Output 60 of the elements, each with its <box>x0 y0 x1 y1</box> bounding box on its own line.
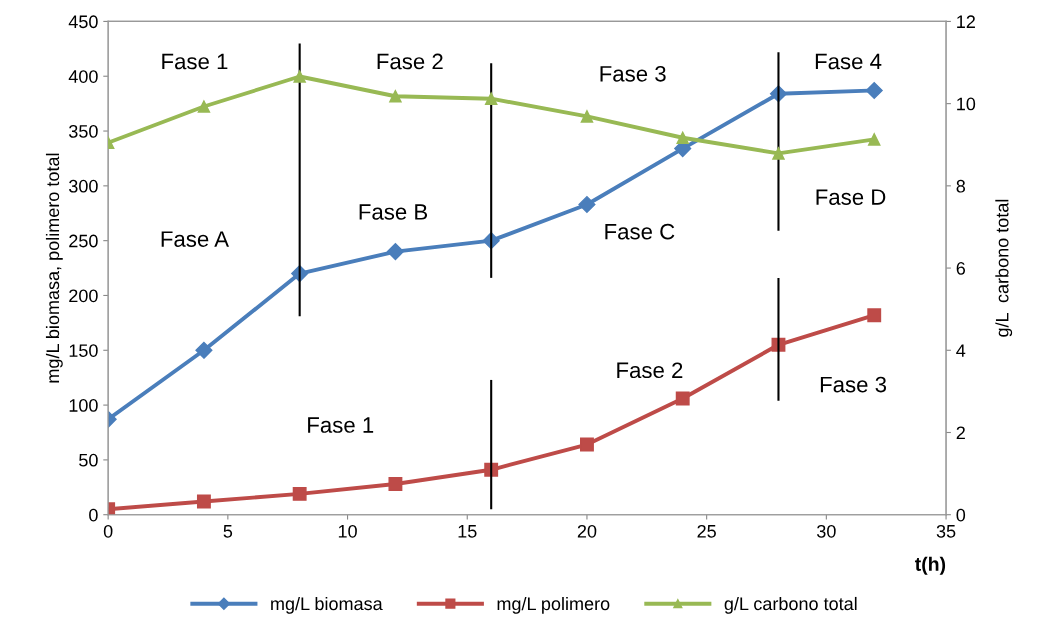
legend-label: mg/L biomasa <box>271 596 383 614</box>
point <box>676 131 689 145</box>
point <box>865 81 883 100</box>
point <box>580 437 594 452</box>
y2-tick-label: 8 <box>956 179 966 193</box>
x-tick-label: 15 <box>458 525 477 538</box>
point <box>578 195 596 214</box>
y-tick-label: 350 <box>68 124 98 138</box>
x-tick-label: 20 <box>577 524 597 538</box>
x-tick-label: 25 <box>697 524 716 538</box>
y-tick-label: 50 <box>79 453 98 467</box>
point <box>867 308 882 323</box>
y2-tick-label: 6 <box>956 262 966 275</box>
y-tick-label: 250 <box>69 234 98 248</box>
y2-axis-title: g/L carbono total <box>995 199 1013 337</box>
point <box>386 243 404 261</box>
y2-tick-label: 12 <box>957 15 975 28</box>
x-tick-label: 30 <box>817 524 836 538</box>
annotation: Fase C <box>605 223 675 240</box>
annotation: Fase B <box>359 204 428 220</box>
y-tick-label: 450 <box>68 15 98 29</box>
y2-tick-label: 0 <box>956 508 966 522</box>
x-tick-label: 35 <box>936 524 956 538</box>
x-tick-label: 5 <box>223 525 233 538</box>
point <box>293 70 306 83</box>
point <box>772 147 785 160</box>
point <box>675 391 690 406</box>
point <box>389 89 402 103</box>
y-tick-label: 300 <box>68 179 98 193</box>
y-tick-label: 200 <box>69 289 98 303</box>
y-tick-label: 100 <box>69 399 98 412</box>
x-axis-title: t(h) <box>914 556 946 575</box>
annotation: Fase 2 <box>617 362 683 379</box>
point <box>867 133 881 146</box>
y2-tick-label: 4 <box>956 344 966 357</box>
point <box>580 110 594 123</box>
y2-tick-label: 10 <box>957 97 976 111</box>
annotation: Fase 1 <box>162 53 228 70</box>
y-tick-label: 150 <box>69 344 98 357</box>
point <box>388 477 403 491</box>
x-tick-label: 0 <box>103 524 113 538</box>
y-tick-label: 0 <box>89 508 98 522</box>
annotation: Fase 2 <box>377 53 443 70</box>
annotation: Fase D <box>816 189 886 205</box>
point <box>196 494 211 509</box>
y-tick-label: 400 <box>68 70 98 83</box>
point <box>195 341 213 359</box>
point <box>292 486 307 501</box>
legend-label: g/L carbono total <box>724 596 857 614</box>
point <box>484 92 498 105</box>
point <box>197 100 211 113</box>
legend-label: mg/L polimero <box>497 596 610 614</box>
annotation: Fase 3 <box>820 376 887 393</box>
annotation: Fase A <box>161 231 229 247</box>
annotation: Fase 3 <box>600 65 666 82</box>
y-axis-title: mg/L biomasa, polimero total <box>45 153 63 383</box>
x-tick-label: 10 <box>338 524 357 538</box>
annotation: Fase 4 <box>815 53 882 70</box>
annotation: Fase 1 <box>308 417 374 433</box>
y2-tick-label: 2 <box>956 426 965 440</box>
